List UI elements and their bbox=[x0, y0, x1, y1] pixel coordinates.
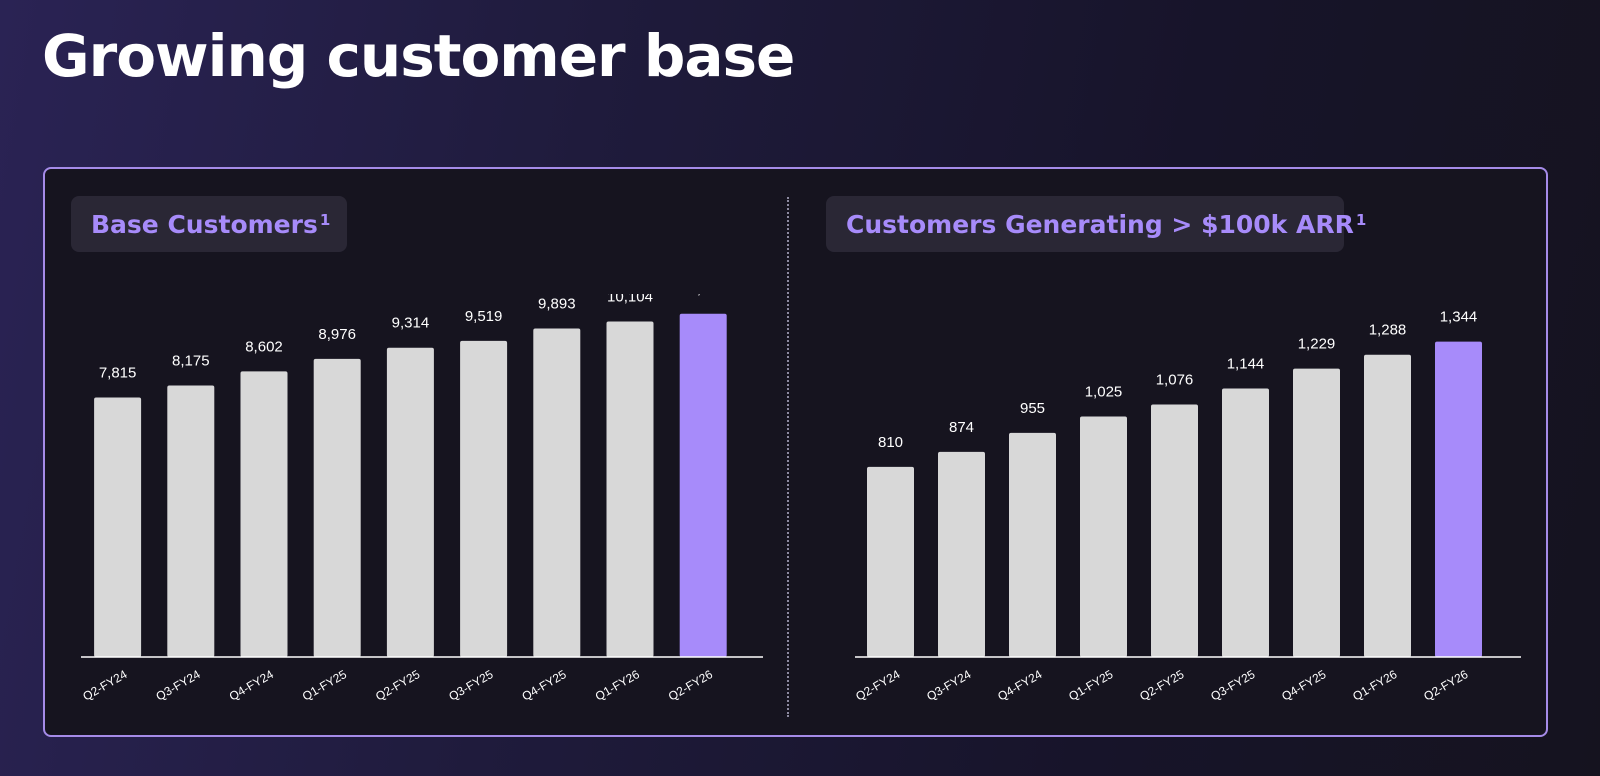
bar bbox=[1435, 341, 1482, 657]
footnote-marker: 1 bbox=[319, 211, 331, 229]
data-label: 874 bbox=[949, 419, 974, 436]
x-tick-label: Q3-FY24 bbox=[154, 667, 203, 704]
x-tick-label: Q3-FY25 bbox=[1208, 667, 1257, 704]
data-label: 1,229 bbox=[1298, 336, 1336, 353]
bar bbox=[1364, 354, 1411, 657]
x-tick-label: Q1-FY25 bbox=[300, 667, 349, 704]
bar bbox=[313, 358, 361, 657]
bar bbox=[460, 340, 508, 657]
x-tick-label: Q4-FY25 bbox=[1279, 667, 1328, 704]
footnote-marker: 1 bbox=[1355, 211, 1367, 229]
x-tick-label: Q2-FY25 bbox=[1137, 667, 1186, 704]
bar bbox=[1151, 404, 1198, 657]
x-tick-label: Q4-FY25 bbox=[520, 667, 569, 704]
bar bbox=[167, 385, 215, 657]
charts-panel: Base Customers 1 Customers Generating > $… bbox=[43, 167, 1548, 737]
x-tick-label: Q2-FY26 bbox=[666, 667, 715, 704]
data-label: 1,288 bbox=[1369, 322, 1407, 339]
data-label: 1,344 bbox=[1440, 309, 1478, 326]
data-label: 8,976 bbox=[318, 326, 356, 343]
bar bbox=[1222, 388, 1269, 657]
data-label: 8,175 bbox=[172, 353, 210, 370]
data-label: 10,338 bbox=[680, 294, 726, 298]
x-tick-label: Q1-FY26 bbox=[593, 667, 642, 704]
bar bbox=[1009, 432, 1056, 657]
data-label: 810 bbox=[878, 434, 903, 451]
data-label: 9,314 bbox=[392, 315, 430, 332]
bar bbox=[386, 347, 434, 657]
x-tick-label: Q2-FY25 bbox=[373, 667, 422, 704]
x-tick-label: Q2-FY24 bbox=[853, 667, 902, 704]
data-label: 955 bbox=[1020, 400, 1045, 417]
bar bbox=[94, 397, 142, 657]
bar bbox=[679, 313, 727, 657]
bar bbox=[240, 371, 288, 657]
data-label: 9,893 bbox=[538, 295, 576, 312]
bar bbox=[1293, 368, 1340, 657]
chart-title-text: Customers Generating > $100k ARR bbox=[846, 209, 1354, 239]
x-tick-label: Q4-FY24 bbox=[227, 667, 276, 704]
data-label: 9,519 bbox=[465, 308, 503, 325]
data-label: 1,025 bbox=[1085, 383, 1123, 400]
data-label: 1,076 bbox=[1156, 371, 1194, 388]
x-tick-label: Q2-FY24 bbox=[80, 667, 129, 704]
data-label: 8,602 bbox=[245, 338, 283, 355]
chart-title-text: Base Customers bbox=[91, 209, 318, 239]
bar bbox=[606, 321, 654, 657]
bar bbox=[867, 466, 914, 657]
chart-title-base-customers: Base Customers 1 bbox=[71, 196, 347, 252]
x-tick-label: Q1-FY26 bbox=[1350, 667, 1399, 704]
page-title: Growing customer base bbox=[42, 22, 795, 90]
base-customers-bar-chart: 7,815 Q2-FY24 8,175 Q3-FY24 8,602 Q4-FY24 8,97… bbox=[80, 294, 763, 704]
100k-arr-customers-bar-chart: 810 Q2-FY24 874 Q3-FY24 955 Q4-FY24 1,025 Q1-FY… bbox=[853, 309, 1521, 704]
data-label: 7,815 bbox=[99, 364, 137, 381]
x-tick-label: Q3-FY25 bbox=[446, 667, 495, 704]
bar bbox=[1080, 416, 1127, 657]
data-label: 1,144 bbox=[1227, 356, 1265, 373]
x-tick-label: Q2-FY26 bbox=[1421, 667, 1470, 704]
x-tick-label: Q4-FY24 bbox=[995, 667, 1044, 704]
bar bbox=[938, 451, 985, 657]
chart-divider bbox=[787, 197, 789, 717]
chart-title-100k-arr-customers: Customers Generating > $100k ARR 1 bbox=[826, 196, 1366, 252]
x-tick-label: Q3-FY24 bbox=[924, 667, 973, 704]
data-label: 10,104 bbox=[607, 294, 653, 305]
bar bbox=[533, 328, 581, 657]
x-tick-label: Q1-FY25 bbox=[1066, 667, 1115, 704]
